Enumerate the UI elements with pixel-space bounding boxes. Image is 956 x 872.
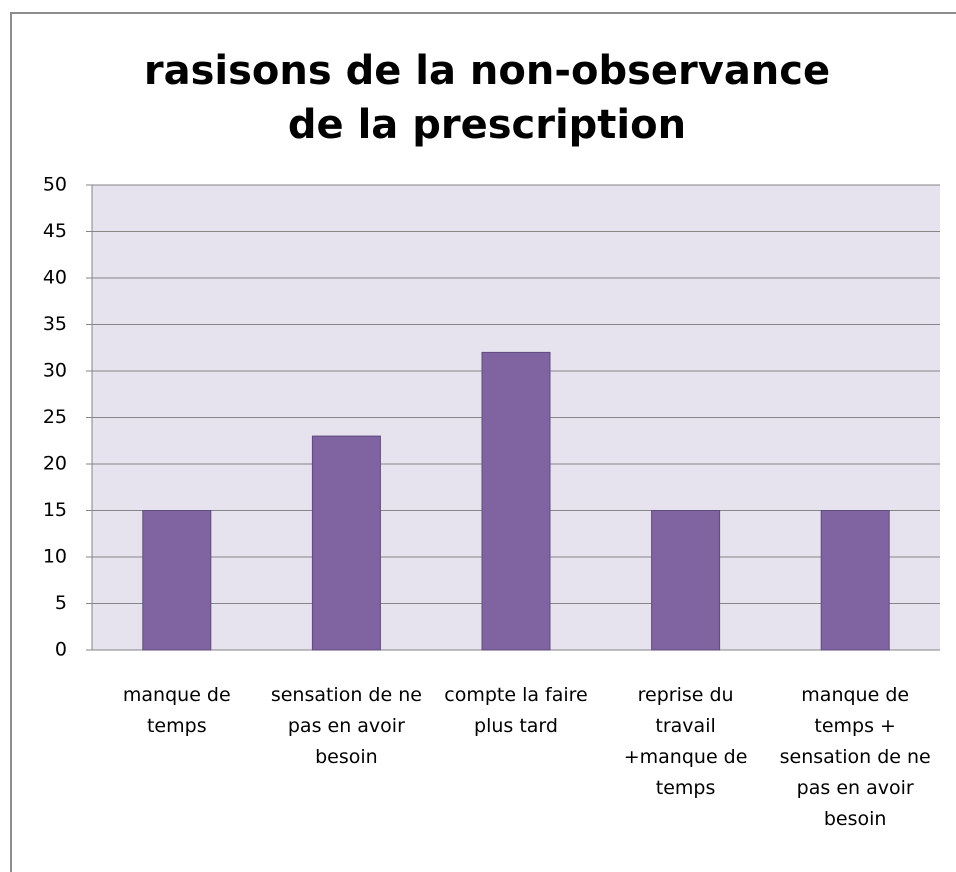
y-tick-label: 40 xyxy=(43,267,67,289)
y-tick-label: 20 xyxy=(43,453,67,475)
y-tick-label: 5 xyxy=(55,592,67,614)
bar xyxy=(651,510,721,651)
x-tick-label: manque de temps xyxy=(122,684,231,737)
x-tick-label: sensation de ne pas en avoir besoin xyxy=(270,684,422,768)
bar xyxy=(142,510,212,651)
bar xyxy=(481,351,551,651)
x-tick-label: manque de temps + sensation de ne pas en… xyxy=(779,684,931,830)
y-tick-label: 15 xyxy=(43,499,67,521)
x-tick-label: compte la faire plus tard xyxy=(444,684,588,737)
bar xyxy=(311,435,381,651)
y-tick-label: 30 xyxy=(43,360,67,382)
chart-frame xyxy=(10,12,956,872)
x-tick-label: reprise du travail +manque de temps xyxy=(623,684,748,799)
chart-title: rasisons de la non-observance de la pres… xyxy=(143,48,831,148)
y-tick-label: 10 xyxy=(43,546,67,568)
y-tick-label: 50 xyxy=(43,174,67,196)
bar xyxy=(820,510,890,651)
y-tick-label: 0 xyxy=(55,639,67,661)
y-tick-label: 25 xyxy=(43,406,67,428)
y-tick-label: 45 xyxy=(43,220,67,242)
y-tick-label: 35 xyxy=(43,313,67,335)
